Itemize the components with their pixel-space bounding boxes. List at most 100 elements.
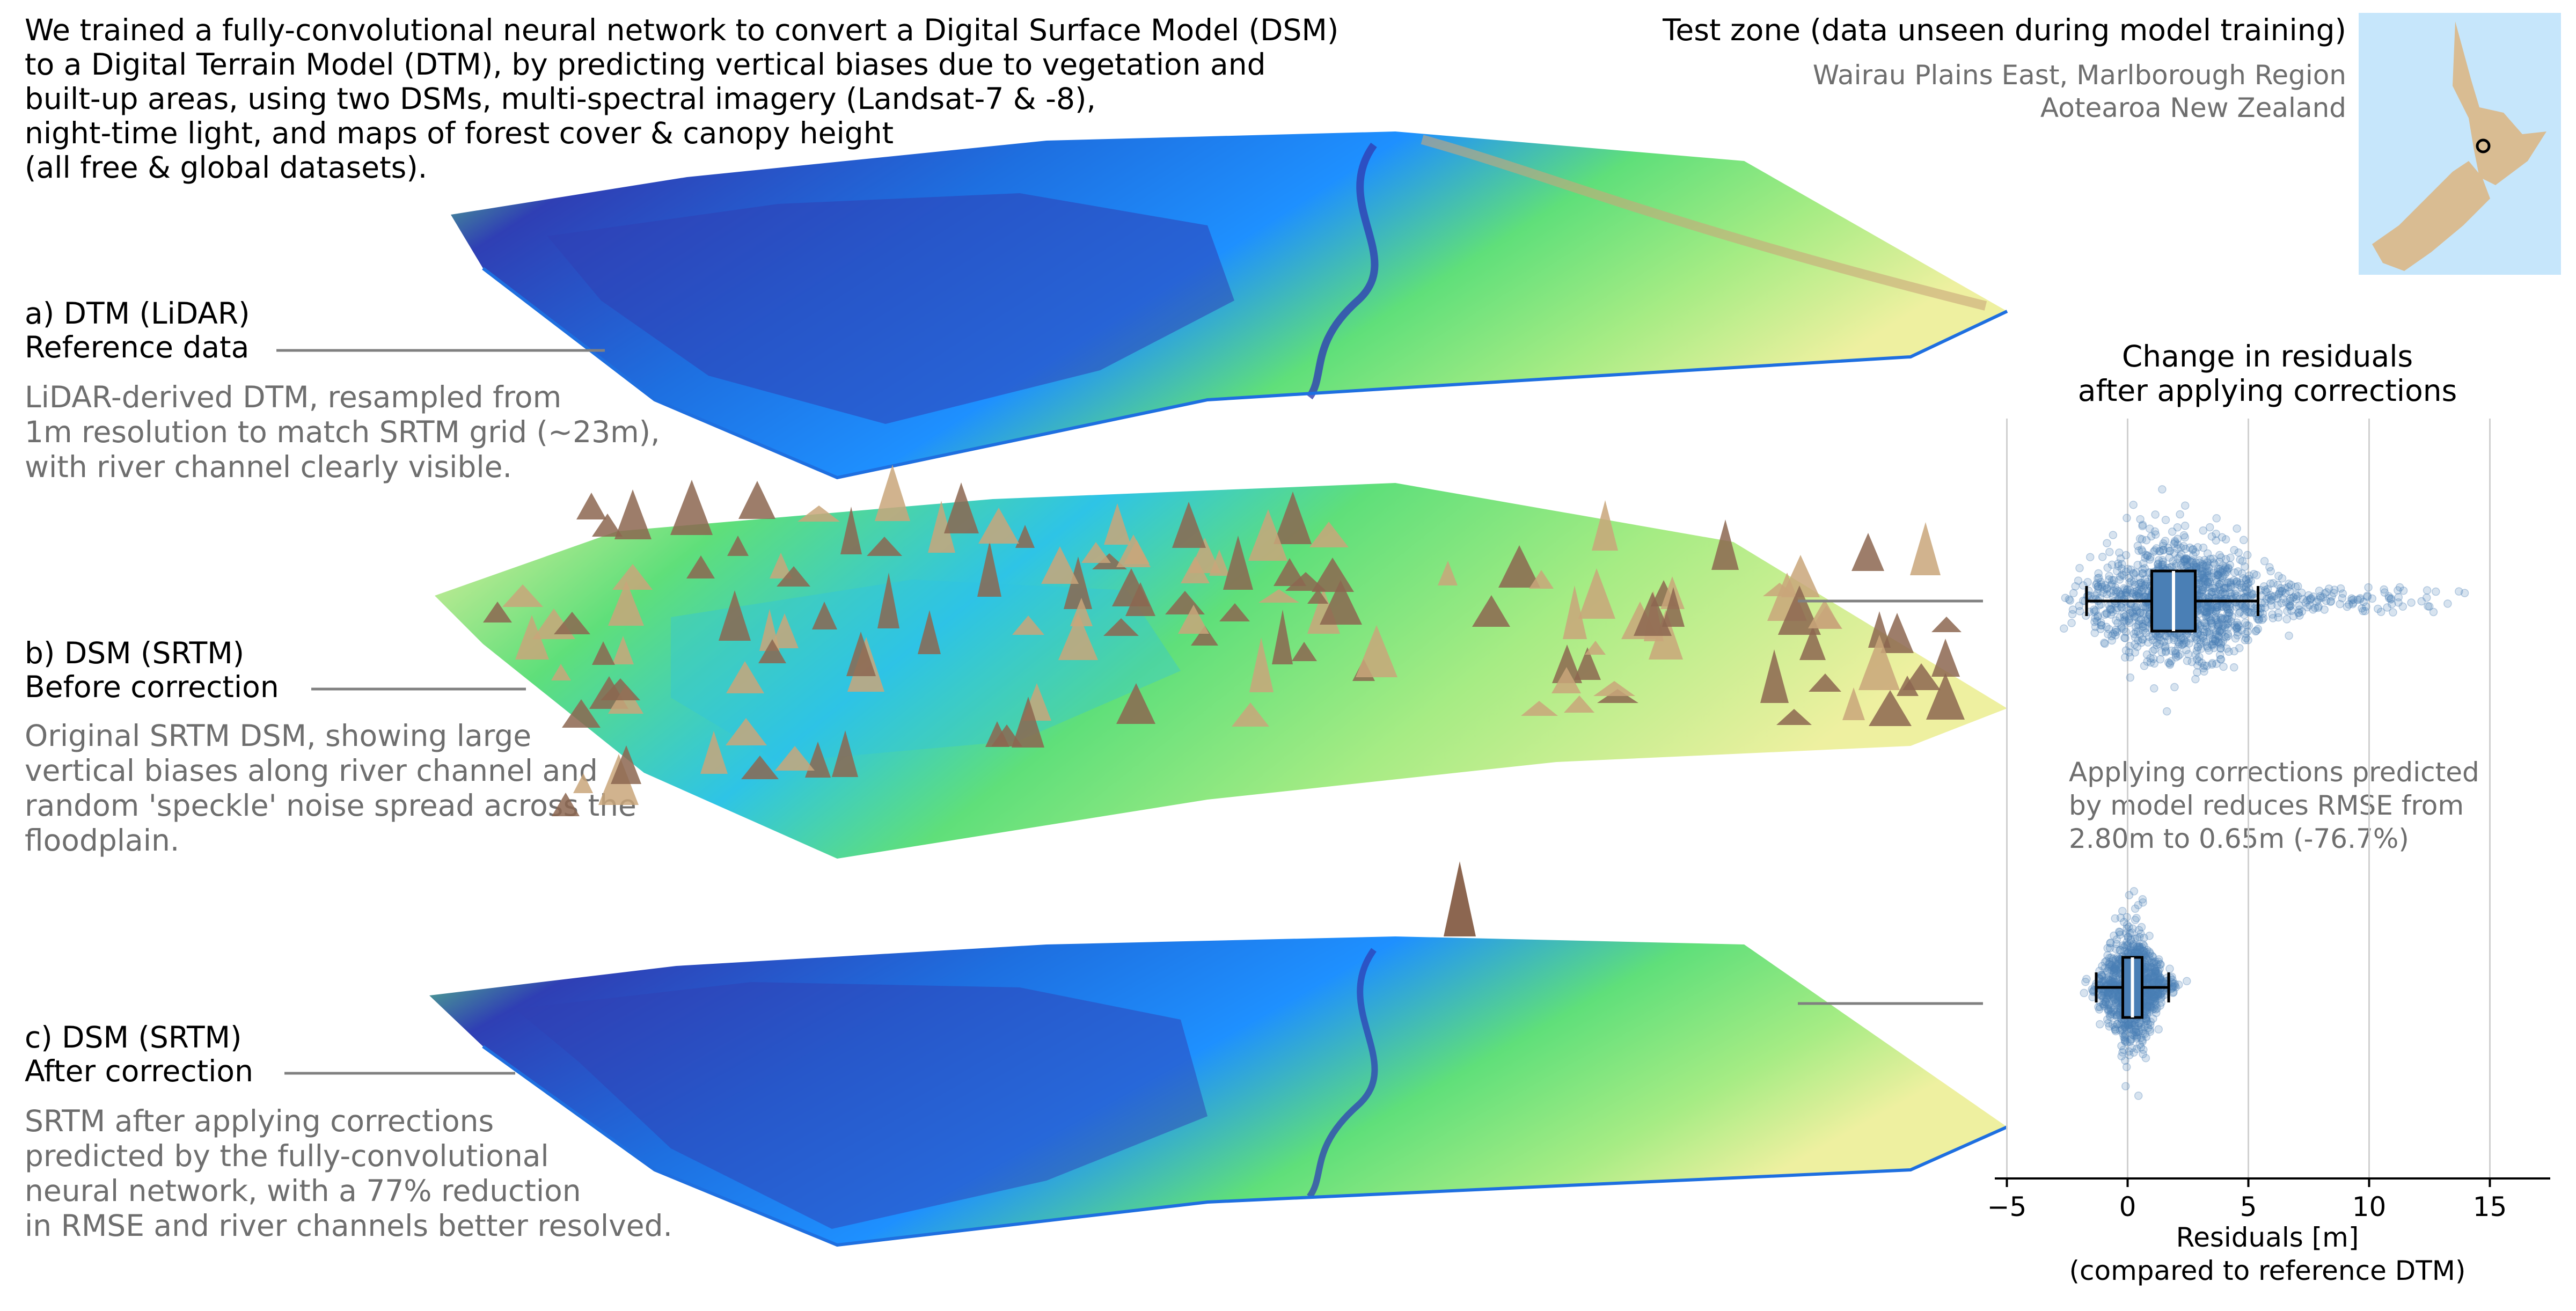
scatter-point <box>2123 924 2131 933</box>
scatter-point <box>2121 1037 2130 1046</box>
scatter-point <box>2097 971 2106 979</box>
terrain-b-peak <box>483 602 512 622</box>
scatter-point <box>2207 604 2215 613</box>
scatter-point <box>2141 1053 2150 1063</box>
scatter-point <box>2150 645 2159 654</box>
scatter-point <box>2132 605 2140 614</box>
scatter-point <box>2181 545 2190 553</box>
scatter-point <box>2093 589 2102 597</box>
scatter-point <box>2100 976 2109 985</box>
scatter-point <box>2069 589 2078 598</box>
scatter-point <box>2227 582 2235 591</box>
scatter-point <box>2154 560 2162 569</box>
chart-title: Change in residuals after applying corre… <box>2077 339 2457 408</box>
scatter-point <box>2180 556 2190 566</box>
scatter-point <box>2095 573 2103 582</box>
scatter-point <box>2443 599 2452 608</box>
scatter-point <box>2142 617 2151 626</box>
scatter-point <box>2111 1025 2120 1034</box>
scatter-point <box>2224 614 2233 624</box>
scatter-point <box>2214 621 2223 631</box>
scatter-point <box>2267 595 2276 604</box>
scatter-point <box>2200 661 2209 670</box>
scatter-point <box>2208 588 2218 596</box>
scatter-point <box>2211 637 2220 646</box>
scatter-point <box>2144 969 2153 978</box>
scatter-point <box>2114 587 2123 596</box>
scatter-point <box>2118 1026 2126 1035</box>
scatter-point <box>2305 601 2314 610</box>
scatter-point <box>2142 1016 2151 1025</box>
terrain-b-peak <box>1858 635 1900 690</box>
scatter-point <box>2180 555 2189 564</box>
terrain-b-peak <box>1799 626 1826 660</box>
scatter-point <box>2220 632 2229 641</box>
scatter-point <box>2218 614 2227 623</box>
scatter-point <box>2299 595 2308 604</box>
scatter-point <box>2237 569 2246 578</box>
scatter-point <box>2132 591 2141 600</box>
scatter-point <box>2295 601 2303 610</box>
scatter-point <box>2432 587 2440 596</box>
scatter-point <box>2286 602 2295 610</box>
terrain-b-peak <box>840 507 862 554</box>
scatter-point <box>2215 619 2224 628</box>
test-zone-marker <box>2476 138 2491 153</box>
scatter-point <box>2234 548 2243 557</box>
scatter-point <box>2094 1002 2103 1012</box>
scatter-point <box>2141 551 2150 559</box>
scatter-point <box>2174 980 2183 989</box>
scatter-point <box>2099 588 2107 597</box>
scatter-point <box>2274 590 2283 599</box>
scatter-point <box>2283 607 2292 616</box>
scatter-point <box>2336 599 2344 609</box>
scatter-point <box>2110 988 2119 997</box>
scatter-point <box>2219 662 2228 671</box>
scatter-point <box>2338 589 2347 598</box>
scatter-point <box>2125 891 2134 899</box>
scatter-point <box>2193 668 2201 677</box>
scatter-point <box>2162 707 2171 716</box>
terrain-b-peak <box>1312 558 1354 592</box>
scatter-point <box>2143 974 2153 983</box>
scatter-point <box>2121 1056 2129 1065</box>
scatter-point <box>2125 609 2134 618</box>
scatter-point <box>2417 597 2426 606</box>
scatter-point <box>2103 539 2111 547</box>
scatter-point <box>2237 583 2246 592</box>
scatter-point <box>2138 522 2147 531</box>
scatter-point <box>2193 642 2202 651</box>
scatter-point <box>2216 573 2224 581</box>
scatter-point <box>2148 969 2157 978</box>
scatter-point <box>2277 598 2286 607</box>
scatter-point <box>2105 547 2114 556</box>
terrain-b-peak <box>592 514 623 537</box>
scatter-point <box>2205 577 2214 587</box>
scatter-point <box>2129 609 2138 618</box>
scatter-point <box>2151 988 2160 997</box>
scatter-point <box>2161 642 2170 651</box>
scatter-point <box>2131 1031 2140 1040</box>
scatter-point <box>2150 994 2160 1002</box>
scatter-point <box>2094 584 2103 593</box>
scatter-point <box>2119 584 2128 593</box>
terrain-b-peak <box>1081 542 1111 563</box>
scatter-point <box>2129 1026 2138 1035</box>
scatter-point <box>2102 622 2111 632</box>
scatter-point <box>2145 947 2154 956</box>
scatter-point <box>2135 943 2145 952</box>
scatter-point <box>2119 610 2128 619</box>
scatter-point <box>2131 581 2139 589</box>
scatter-point <box>2153 977 2162 986</box>
scatter-point <box>2286 602 2295 610</box>
scatter-point <box>2149 973 2158 982</box>
scatter-point <box>2131 934 2140 943</box>
scatter-point <box>2143 962 2152 971</box>
scatter-point <box>2156 1001 2164 1010</box>
scatter-point <box>2133 589 2142 597</box>
scatter-point <box>2276 584 2285 592</box>
scatter-point <box>2199 582 2207 591</box>
scatter-point <box>2125 578 2134 587</box>
terrain-b-peak <box>1931 617 1962 632</box>
scatter-point <box>2107 576 2117 585</box>
